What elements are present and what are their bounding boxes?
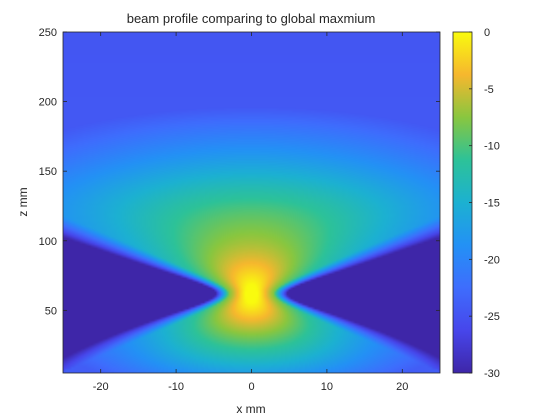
- y-axis-ticks: 50 100 150 200 250: [39, 27, 440, 317]
- x-tick-label: 20: [396, 381, 408, 393]
- y-tick-label: 250: [39, 27, 57, 39]
- x-axis-ticks: -20 -10 0 10 20: [93, 32, 408, 393]
- x-tick-label: -20: [93, 381, 109, 393]
- y-tick-label: 50: [45, 305, 57, 317]
- colorbar-tick-label: -10: [484, 141, 500, 153]
- x-tick-label: 10: [321, 381, 333, 393]
- x-tick-label: -10: [168, 381, 184, 393]
- y-axis-label: z mm: [16, 187, 30, 216]
- colorbar-ticks: 0 -5 -10 -15 -20 -25 -30: [469, 27, 500, 380]
- x-tick-label: 0: [248, 381, 254, 393]
- y-tick-label: 200: [39, 97, 57, 109]
- x-axis-label: x mm: [236, 402, 265, 416]
- colorbar-tick-label: -25: [484, 311, 500, 323]
- colorbar-tick-label: -15: [484, 198, 500, 210]
- y-tick-label: 150: [39, 166, 57, 178]
- chart-title: beam profile comparing to global maxmium: [127, 11, 376, 26]
- y-tick-label: 100: [39, 236, 57, 248]
- colorbar-tick-label: 0: [484, 27, 490, 39]
- heatmap-image: [63, 32, 440, 373]
- colorbar-tick-label: -20: [484, 254, 500, 266]
- colorbar-tick-label: -5: [484, 84, 494, 96]
- colorbar-tick-label: -30: [484, 368, 500, 380]
